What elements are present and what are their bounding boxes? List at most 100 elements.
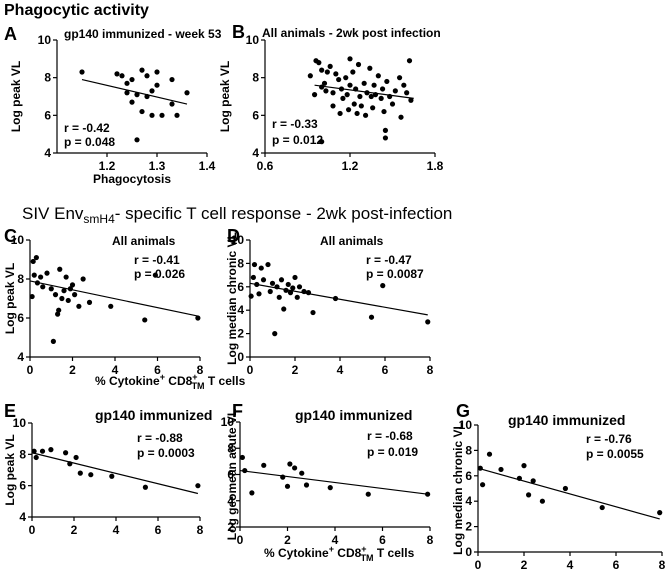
x-axis-label-part: % Cytokine [95,374,160,388]
data-point [59,295,65,302]
y-tick-label: 8 [252,71,259,85]
regression-line [239,469,428,495]
chart-panel-e: 4 6 8 10 0 2 4 6 8 E gp140 immunized r = -0.88p = 0… [3,401,212,537]
data-point [154,82,160,88]
panel-letter: G [456,401,470,421]
data-point [283,287,289,293]
data-point [396,75,403,81]
panel-letter: C [4,226,17,246]
data-point [404,90,410,96]
x-tick-label: 1.8 [427,159,444,173]
data-point [364,90,370,96]
data-point [134,137,140,143]
x-axis-label: Phagocytosis [93,172,171,186]
x-tick-label: 2 [521,558,528,570]
data-point [290,285,296,291]
stat-r: r = -0.47 [366,253,412,267]
data-point [301,288,307,295]
data-point [284,483,291,489]
data-point [330,103,336,109]
data-point [378,95,384,101]
stat-r: r = -0.68 [367,429,413,443]
data-point [516,475,523,481]
chart-title: gp140 immunized - week 53 [64,27,222,41]
data-point [521,463,527,469]
y-tick-label: 8 [237,256,244,270]
data-point [254,281,260,288]
x-tick-label: 2 [292,363,299,377]
data-point [73,454,79,461]
x-tick-label: 1.4 [199,159,216,173]
data-point [425,319,431,325]
data-point [357,93,363,100]
data-point [319,139,325,145]
data-point [278,277,285,283]
x-tick-label: 8 [659,558,666,570]
data-point [311,92,318,98]
data-point [332,295,339,302]
y-axis-label: Log peak VL [218,61,232,132]
y-tick-label: 4 [237,303,244,317]
data-point [144,73,150,79]
data-point [109,473,115,479]
data-point [61,288,67,294]
stat-p: p = 0.0003 [137,446,195,460]
data-point [281,306,287,312]
y-axis-label: Log peak VL [3,263,17,334]
x-tick-label: 6 [613,558,620,570]
data-point [261,462,267,468]
data-point [333,71,339,77]
stat-p: p = 0.019 [367,445,418,459]
x-tick-label: 1.2 [342,159,359,173]
x-tick-label: 4 [567,558,574,570]
data-point [124,90,130,96]
data-point [530,478,536,484]
x-tick-label: 8 [427,363,434,377]
data-point [336,76,342,83]
y-tick-label: 6 [252,108,259,122]
x-tick-label: 6 [154,363,161,377]
data-point [599,504,605,511]
data-point [310,309,316,316]
stat-r: r = -0.41 [134,253,180,267]
x-axis-label-c: % Cytokine+ CD8+ TM T cells [95,372,246,391]
data-point [76,303,82,309]
data-point [249,490,255,496]
data-point [169,76,175,83]
data-point [392,88,398,94]
data-point [330,90,336,96]
regression-line [314,84,414,99]
data-point [169,101,175,107]
data-point [258,265,264,271]
data-point [154,69,160,75]
y-tick-label: 10 [246,33,260,47]
data-point [294,294,300,300]
chart-panel-g: 0 2 4 6 8 10 0 2 4 6 8 G gp140 immunized r = -0.76p =… [451,401,666,570]
data-point [129,76,135,83]
data-point [338,86,345,92]
x-axis-label-f: % Cytokine+ CD8+ TM T cells [264,544,415,563]
data-point [353,86,359,92]
data-point [72,292,78,298]
data-point [124,80,130,86]
x-tick-label: 2 [284,533,291,547]
data-point [343,75,349,81]
stat-p: p = 0.012 [272,133,323,147]
section-title-siv: SIV EnvsmH4- specific T cell response - … [22,204,452,226]
y-tick-label: 10 [38,33,52,47]
x-tick-label: 0 [27,363,34,377]
data-point [139,108,145,115]
x-axis-label-part: TM [192,381,205,391]
x-tick-label: 6 [155,523,162,537]
data-point [323,88,329,94]
chart-title: All animals [320,234,384,248]
data-point [276,294,282,300]
y-tick-label: 8 [227,441,234,455]
data-point [79,69,85,75]
x-axis-label-part: % Cytokine [264,546,329,560]
data-point [174,112,180,118]
data-point [362,112,369,118]
data-point [486,451,493,457]
y-tick-label: 10 [459,418,473,432]
data-point [134,92,140,98]
